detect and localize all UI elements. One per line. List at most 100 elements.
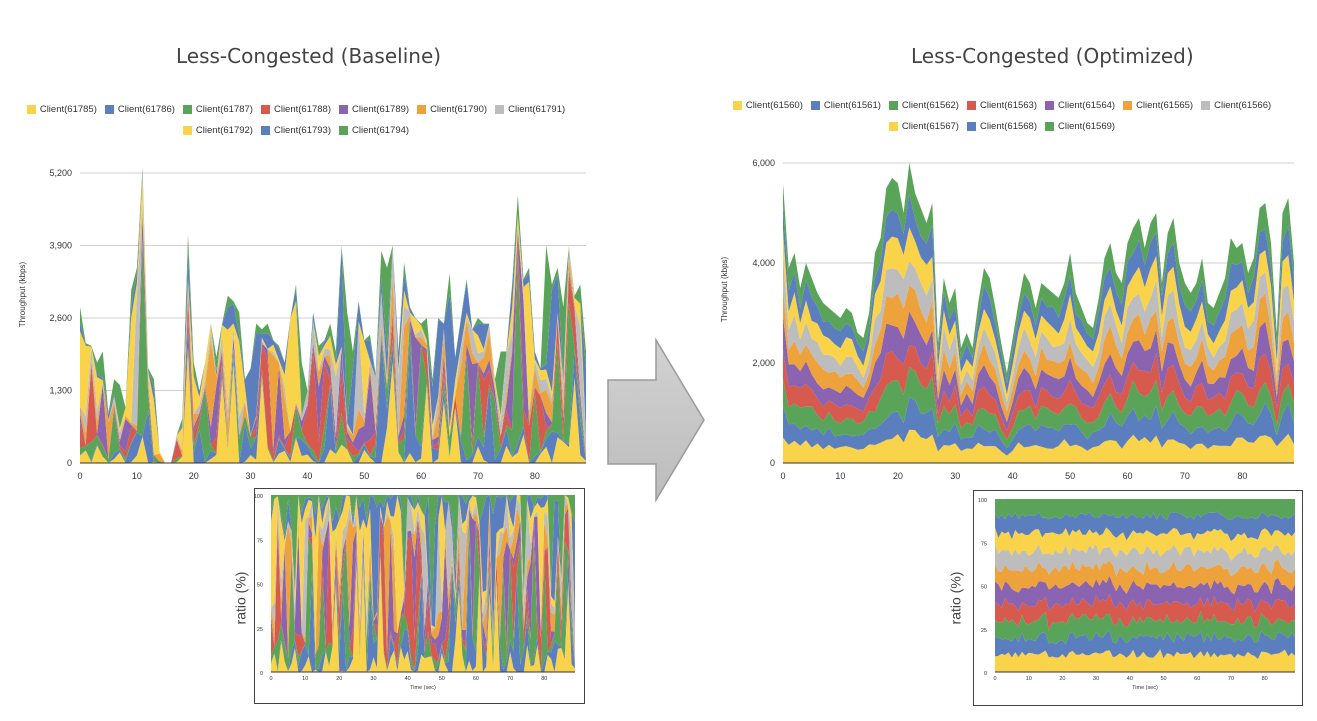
legend-swatch: [417, 105, 427, 114]
y-tick-label: 25: [257, 627, 263, 633]
x-axis-label: Time (sec): [1132, 685, 1158, 691]
legend-label: Client(61568): [979, 121, 1038, 132]
optimized-legend: Client(61560) Client(61561) Client(61562) C…: [726, 100, 1286, 142]
legend-label: Client(61792): [195, 125, 253, 136]
legend-item[interactable]: Client(61791): [495, 104, 565, 115]
x-tick-label: 30: [950, 471, 960, 481]
x-tick-label: 50: [1065, 471, 1075, 481]
legend-item[interactable]: Client(61566): [1201, 100, 1271, 111]
legend-label: Client(61563): [979, 100, 1038, 111]
series-area: [80, 212, 586, 463]
y-tick-label: 50: [257, 583, 263, 589]
legend-item[interactable]: Client(61790): [417, 104, 487, 115]
legend-item[interactable]: Client(61787): [182, 104, 253, 115]
legend-label: Client(61565): [1136, 100, 1194, 111]
y-tick-label: 3,900: [49, 241, 72, 251]
legend-label: Client(61789): [352, 104, 410, 115]
x-tick-label: 40: [1008, 471, 1018, 481]
legend-item[interactable]: Client(61560): [732, 100, 803, 111]
x-tick-label: 30: [370, 676, 376, 682]
legend-swatch: [1201, 101, 1211, 110]
legend-swatch: [810, 101, 820, 110]
legend-label: Client(61786): [117, 104, 175, 115]
x-tick-label: 80: [1262, 676, 1268, 682]
legend-swatch: [339, 126, 349, 135]
legend-item[interactable]: Client(61792): [182, 125, 253, 136]
series-area: [80, 231, 586, 463]
y-tick-label: 50: [981, 585, 987, 591]
y-tick-label: 2,000: [752, 358, 775, 368]
x-tick-label: 10: [1026, 676, 1032, 682]
legend-label: Client(61794): [352, 125, 410, 136]
legend-item[interactable]: Client(61563): [966, 100, 1038, 111]
x-tick-label: 70: [1228, 676, 1234, 682]
legend-swatch: [966, 122, 976, 131]
legend-item[interactable]: Client(61565): [1123, 100, 1193, 111]
legend-label: Client(61567): [901, 121, 959, 132]
x-tick-label: 10: [132, 471, 142, 481]
x-tick-label: 40: [302, 471, 312, 481]
y-tick-label: 6,000: [752, 158, 775, 168]
x-tick-label: 20: [1059, 676, 1065, 682]
legend-item[interactable]: Client(61567): [888, 121, 959, 132]
legend-item[interactable]: Client(61788): [260, 104, 332, 115]
x-tick-label: 0: [780, 471, 785, 481]
legend-swatch: [1045, 122, 1055, 131]
y-tick-label: 5,200: [49, 168, 72, 178]
legend-label: Client(61788): [273, 104, 332, 115]
legend-swatch: [1045, 101, 1055, 110]
legend-item[interactable]: Client(61564): [1045, 100, 1115, 111]
legend-label: Client(61569): [1058, 121, 1116, 132]
legend-label: Client(61564): [1058, 100, 1116, 111]
legend-item[interactable]: Client(61794): [339, 125, 409, 136]
y-tick-label: 100: [978, 498, 987, 504]
baseline-legend: Client(61785) Client(61786) Client(61787) C…: [20, 104, 580, 146]
x-tick-label: 20: [893, 471, 903, 481]
legend-item[interactable]: Client(61789): [339, 104, 409, 115]
x-axis-label: Time (sec): [410, 685, 436, 691]
x-tick-label: 60: [1122, 471, 1132, 481]
x-tick-label: 70: [473, 471, 483, 481]
series-area: [271, 495, 575, 658]
series-area: [995, 499, 1295, 521]
y-tick-label: 0: [984, 671, 987, 677]
series-area: [995, 630, 1295, 659]
x-tick-label: 80: [1237, 471, 1247, 481]
series-area: [995, 649, 1295, 672]
series-area: [271, 504, 575, 666]
x-tick-label: 80: [541, 676, 547, 682]
baseline-main-plot: 0 1,300 2,600 3,900 5,200 0 10 20 30 40 50 60 70 80: [49, 167, 586, 481]
series-area: [783, 397, 1294, 456]
x-tick-label: 0: [269, 676, 272, 682]
x-tick-label: 70: [507, 676, 513, 682]
legend-item[interactable]: Client(61561): [810, 100, 881, 111]
legend-swatch: [1123, 101, 1133, 110]
legend-item[interactable]: Client(61785): [26, 104, 97, 115]
series-area: [271, 534, 575, 672]
y-tick-label: 0: [770, 458, 775, 468]
legend-item[interactable]: Client(61786): [104, 104, 175, 115]
x-tick-label: 30: [246, 471, 256, 481]
x-tick-label: 10: [835, 471, 845, 481]
legend-item[interactable]: Client(61568): [966, 121, 1038, 132]
series-area: [783, 429, 1294, 463]
legend-swatch: [339, 105, 349, 114]
legend-item[interactable]: Client(61569): [1045, 121, 1115, 132]
series-area: [80, 239, 586, 463]
legend-label: Client(61562): [901, 100, 959, 111]
x-tick-label: 50: [359, 471, 369, 481]
x-tick-label: 60: [473, 676, 479, 682]
legend-label: Client(61561): [823, 100, 881, 111]
legend-swatch: [182, 105, 192, 114]
baseline-ratio-plot: 0 25 50 75 100 0 10 20 30 40 50 60 70 80 Time (sec): [254, 494, 575, 691]
x-tick-label: 40: [1127, 676, 1133, 682]
legend-item[interactable]: Client(61793): [260, 125, 331, 136]
x-tick-label: 10: [302, 676, 308, 682]
y-tick-label: 25: [981, 628, 987, 634]
series-area: [783, 311, 1294, 432]
legend-item[interactable]: Client(61562): [888, 100, 959, 111]
legend-label: Client(61560): [745, 100, 803, 111]
y-tick-label: 75: [981, 541, 987, 547]
series-area: [271, 495, 575, 625]
